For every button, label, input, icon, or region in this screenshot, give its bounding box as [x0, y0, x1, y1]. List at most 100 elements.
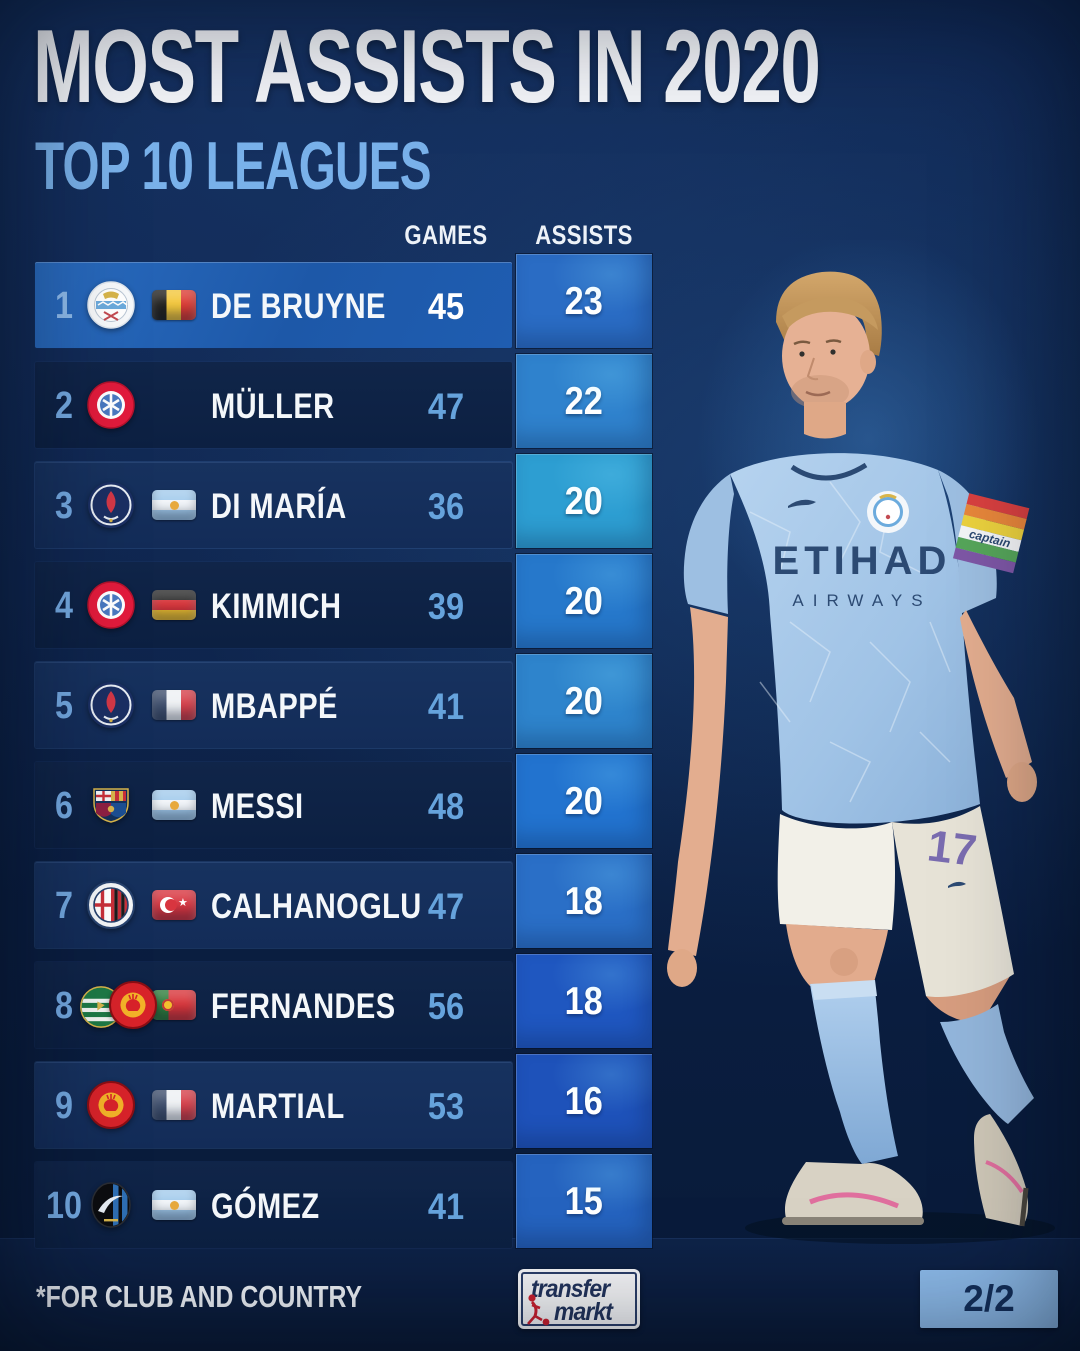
- table-row: 3 DI MARÍA 36 20: [0, 454, 660, 554]
- assists-cell: 16: [516, 1054, 652, 1148]
- rank-label: 1: [55, 285, 73, 327]
- games-value: 41: [427, 1186, 465, 1227]
- rank-label: 9: [55, 1085, 73, 1127]
- games-value: 47: [427, 886, 465, 927]
- player-name: MÜLLER: [211, 387, 335, 426]
- table-row: 4 KIMMICH 39 20: [0, 554, 660, 654]
- row-panel: 3 DI MARÍA 36: [35, 462, 512, 548]
- transfermarkt-logo: transfer markt: [518, 1269, 640, 1329]
- logo-text-line1: transfer: [531, 1275, 610, 1303]
- psg-badge-icon: [87, 681, 135, 729]
- assists-value: 20: [564, 779, 604, 823]
- table-row: 1 DE BRUYNE 45 23: [0, 254, 660, 354]
- assists-value: 20: [564, 479, 604, 523]
- page-subtitle: TOP 10 LEAGUES: [35, 128, 432, 204]
- row-panel: 1 DE BRUYNE 45: [35, 262, 512, 348]
- rank-label: 4: [55, 585, 73, 627]
- manchester-united-badge-icon: [109, 981, 157, 1029]
- player-name: GÓMEZ: [211, 1187, 320, 1226]
- page-indicator-badge: 2/2: [920, 1270, 1058, 1328]
- games-value: 36: [427, 486, 465, 527]
- manchester-city-badge-icon: [87, 281, 135, 329]
- rank-label: 5: [55, 685, 73, 727]
- manchester-united-badge-icon: [87, 1081, 135, 1129]
- belgium-flag-icon: [152, 290, 196, 320]
- atalanta-badge-icon: [87, 1181, 135, 1229]
- france-flag-icon: [152, 1090, 196, 1120]
- assists-cell: 20: [516, 754, 652, 848]
- shorts-number: 17: [925, 821, 980, 876]
- rank-label: 3: [55, 485, 73, 527]
- column-header-games: GAMES: [404, 220, 488, 250]
- player-name: MBAPPÉ: [211, 687, 338, 726]
- games-value: 41: [427, 686, 465, 727]
- row-panel: 4 KIMMICH 39: [35, 562, 512, 648]
- assists-cell: 23: [516, 254, 652, 348]
- player-name: MESSI: [211, 787, 304, 826]
- assists-cell: 18: [516, 954, 652, 1048]
- assists-cell: 20: [516, 654, 652, 748]
- games-value: 56: [427, 986, 465, 1027]
- table-row: 6 MESSI 48 20: [0, 754, 660, 854]
- player-name: MARTIAL: [211, 1087, 345, 1126]
- table-row: 5 MBAPPÉ 41 20: [0, 654, 660, 754]
- table-row: 9 MARTIAL 53 16: [0, 1054, 660, 1154]
- bayern-munich-badge-icon: [87, 581, 135, 629]
- assists-value: 18: [564, 879, 604, 923]
- assists-value: 20: [564, 679, 604, 723]
- row-panel: 8 FERNANDES 56: [35, 962, 512, 1048]
- table-row: 8 FERNANDES 56 18: [0, 954, 660, 1054]
- assists-value: 18: [564, 979, 604, 1023]
- portugal-flag-icon: [152, 990, 196, 1020]
- turkey-flag-icon: [152, 890, 196, 920]
- assists-cell: 20: [516, 454, 652, 548]
- row-panel: 10 GÓMEZ 41: [35, 1162, 512, 1248]
- assists-value: 15: [564, 1179, 604, 1223]
- row-panel: 6 MESSI 48: [35, 762, 512, 848]
- france-flag-icon: [152, 690, 196, 720]
- games-value: 48: [427, 786, 465, 827]
- player-name: DE BRUYNE: [211, 287, 386, 326]
- argentina-flag-icon: [152, 1190, 196, 1220]
- row-panel: 2 MÜLLER 47: [35, 362, 512, 448]
- assists-cell: 20: [516, 554, 652, 648]
- table-row: 10 GÓMEZ 41 15: [0, 1154, 660, 1254]
- row-panel: 7 CALHANOGLU 47: [35, 862, 512, 948]
- puma-logo-icon: [788, 499, 816, 508]
- page-indicator-text: 2/2: [963, 1278, 1015, 1319]
- jersey-sponsor-text: ETIHAD: [773, 539, 952, 583]
- assists-value: 22: [564, 379, 604, 423]
- rank-label: 8: [55, 985, 73, 1027]
- table-row: 2 MÜLLER 47 22: [0, 354, 660, 454]
- player-name: CALHANOGLU: [211, 887, 422, 926]
- player-name: KIMMICH: [211, 587, 342, 626]
- psg-badge-icon: [87, 481, 135, 529]
- jersey-sponsor-subtext: AIRWAYS: [792, 591, 931, 610]
- rank-label: 10: [46, 1185, 82, 1227]
- assists-value: 16: [564, 1079, 604, 1123]
- assists-cell: 18: [516, 854, 652, 948]
- rank-label: 6: [55, 785, 73, 827]
- player-name: FERNANDES: [211, 987, 396, 1026]
- games-value: 53: [427, 1086, 465, 1127]
- rainbow-captain-armband: captain: [952, 493, 1030, 574]
- assists-cell: 15: [516, 1154, 652, 1248]
- logo-text-line2: markt: [554, 1298, 613, 1326]
- ac-milan-badge-icon: [87, 881, 135, 929]
- games-value: 47: [427, 386, 465, 427]
- row-panel: 5 MBAPPÉ 41: [35, 662, 512, 748]
- page-title: MOST ASSISTS IN 2020: [33, 9, 821, 125]
- games-value: 45: [427, 286, 465, 327]
- row-panel: 9 MARTIAL 53: [35, 1062, 512, 1148]
- assists-cell: 22: [516, 354, 652, 448]
- assists-value: 20: [564, 579, 604, 623]
- hair: [776, 271, 882, 356]
- table-row: 7 CALHANOGLU 47 18: [0, 854, 660, 954]
- kicker-figure-icon: [527, 1294, 550, 1326]
- assists-value: 23: [564, 279, 604, 323]
- column-header-assists: ASSISTS: [535, 220, 633, 250]
- logo-border: [521, 1272, 637, 1326]
- kevin-de-bruyne-photo: ETIHAD AIRWAYS NEXEN captain 17: [630, 262, 1080, 1252]
- argentina-flag-icon: [152, 790, 196, 820]
